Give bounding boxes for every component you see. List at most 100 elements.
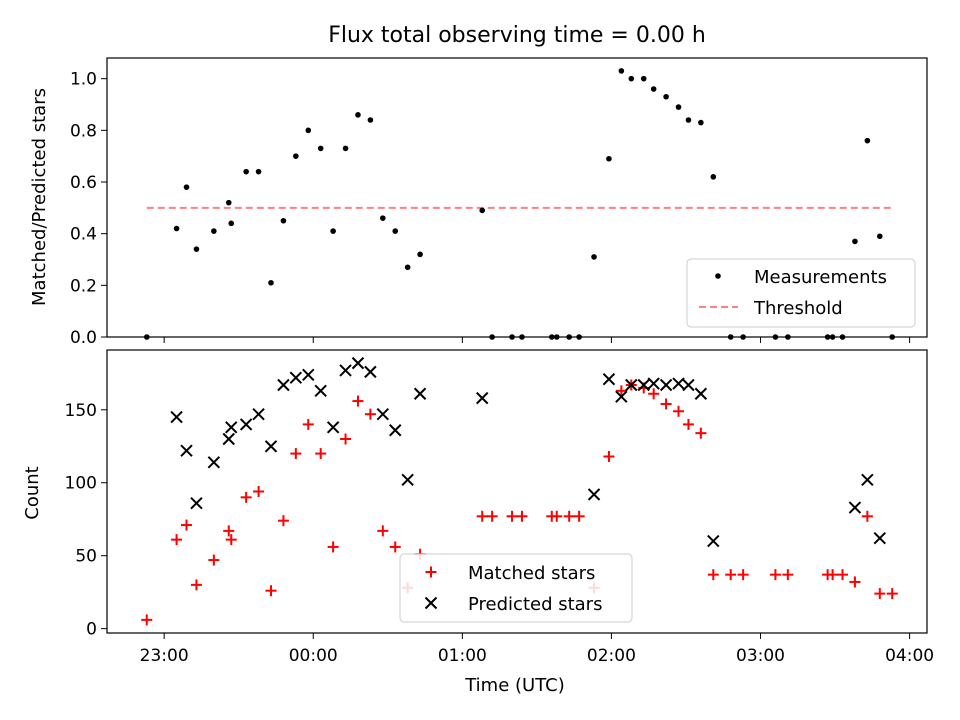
- legend-threshold-label: Threshold: [753, 298, 843, 319]
- predicted-star-point-b: [239, 418, 253, 431]
- measurement-point: [663, 93, 669, 100]
- measurement-point: [404, 264, 411, 271]
- predicted-star-point-b: [225, 421, 238, 434]
- x-tick-label: 02:00: [587, 646, 636, 666]
- predicted-star-point: [314, 384, 327, 398]
- measurement-point: [342, 145, 349, 152]
- measurement-point: [317, 145, 324, 152]
- predicted-star-point: [339, 364, 352, 377]
- predicted-star-point: [326, 421, 340, 434]
- top-y-tick-label: 0.6: [70, 173, 97, 193]
- matched-star-point: [240, 491, 252, 503]
- matched-star-point: [190, 579, 202, 591]
- predicted-star-point-b: [180, 444, 193, 457]
- predicted-star-point-b: [659, 378, 673, 392]
- matched-star-point: [861, 510, 873, 522]
- matched-star-point: [695, 427, 707, 439]
- matched-star-point: [315, 448, 327, 460]
- matched-star-point: [265, 585, 277, 597]
- matched-star-point: [506, 510, 518, 522]
- predicted-star-point: [364, 365, 377, 379]
- top-y-tick-label: 0.0: [70, 328, 97, 348]
- predicted-star-point-b: [401, 473, 414, 487]
- matched-star-point: [603, 450, 615, 462]
- predicted-star-point: [207, 456, 221, 469]
- predicted-star-point: [389, 424, 402, 437]
- predicted-star-point-b: [602, 372, 616, 386]
- measurement-point: [685, 117, 692, 123]
- measurement-point: [193, 246, 200, 252]
- predicted-star-point-b: [170, 410, 183, 424]
- measurement-point: [225, 199, 232, 206]
- top-y-tick-label: 0.8: [70, 121, 97, 141]
- predicted-star-point-b: [376, 407, 390, 421]
- matched-star-point: [364, 408, 376, 420]
- predicted-star-point: [222, 432, 235, 446]
- matched-star-point: [141, 614, 153, 626]
- top-legend: Measurements Threshold: [686, 258, 916, 328]
- matched-star-point: [615, 385, 627, 397]
- measurement-point: [479, 207, 486, 214]
- measurement-point: [330, 228, 336, 234]
- predicted-star-point-b: [873, 531, 886, 545]
- measurement-point: [293, 153, 299, 159]
- predicted-star-point: [861, 473, 874, 487]
- measurement-point: [698, 119, 704, 126]
- measurement-point: [650, 86, 657, 92]
- measurement-point: [392, 228, 399, 234]
- predicted-star-point-b: [625, 378, 638, 392]
- top-y-tick-label: 0.2: [70, 276, 97, 296]
- matched-star-point: [389, 541, 401, 553]
- predicted-star-point: [401, 473, 414, 487]
- matched-star-point: [660, 398, 672, 410]
- predicted-star-point-b: [289, 371, 303, 384]
- measurement-point: [864, 137, 871, 144]
- predicted-star-point: [659, 378, 673, 392]
- predicted-star-point: [376, 407, 390, 421]
- bottom-panel: Count Time (UTC) 0 50 100 150 23:00 00:00 01:0…: [22, 349, 934, 696]
- measurement-point: [675, 104, 682, 110]
- measurement-point: [628, 75, 635, 82]
- predicted-star-point-b: [351, 356, 365, 370]
- matched-star-point: [302, 418, 314, 430]
- matched-star-point: [827, 569, 839, 581]
- legend-matched-marker: [425, 566, 437, 578]
- measurement-point: [255, 168, 262, 175]
- matched-star-point: [563, 510, 575, 522]
- measurement-point: [852, 238, 858, 245]
- predicted-star-point: [302, 368, 315, 382]
- x-axis-label: Time (UTC): [464, 675, 565, 696]
- predicted-star-point: [289, 371, 303, 384]
- top-panel: Flux total observing time = 0.00 h Match…: [29, 23, 928, 348]
- matched-star-point: [886, 588, 898, 600]
- matched-star-point: [849, 576, 861, 588]
- matched-star-point: [290, 448, 302, 460]
- matched-star-point: [707, 569, 719, 581]
- predicted-star-point: [252, 407, 265, 421]
- matched-star-point: [340, 433, 352, 445]
- bottom-y-axis-label: Count: [22, 466, 43, 519]
- predicted-star-point: [170, 410, 183, 424]
- measurement-point: [640, 75, 647, 82]
- matched-star-point: [223, 525, 235, 537]
- predicted-star-point: [351, 356, 365, 370]
- predicted-star-point: [625, 378, 638, 392]
- predicted-star-point: [848, 501, 862, 514]
- predicted-star-point: [587, 488, 601, 501]
- x-tick-label: 03:00: [736, 646, 785, 666]
- legend-box: [686, 258, 916, 328]
- predicted-star-point-b: [861, 473, 874, 487]
- predicted-star-point: [682, 378, 695, 392]
- bottom-y-tick-label: 150: [65, 401, 97, 421]
- predicted-star-point-b: [707, 534, 720, 548]
- measurement-point: [417, 251, 423, 258]
- predicted-star-point-b: [302, 368, 315, 382]
- measurement-point: [183, 184, 190, 190]
- matched-star-point: [837, 569, 849, 581]
- predicted-star-point-b: [587, 488, 601, 501]
- matched-star-point: [327, 541, 339, 553]
- predicted-star-point-b: [252, 407, 265, 421]
- measurement-point: [876, 233, 883, 240]
- matched-star-point: [551, 510, 563, 522]
- predicted-star-point: [225, 421, 238, 434]
